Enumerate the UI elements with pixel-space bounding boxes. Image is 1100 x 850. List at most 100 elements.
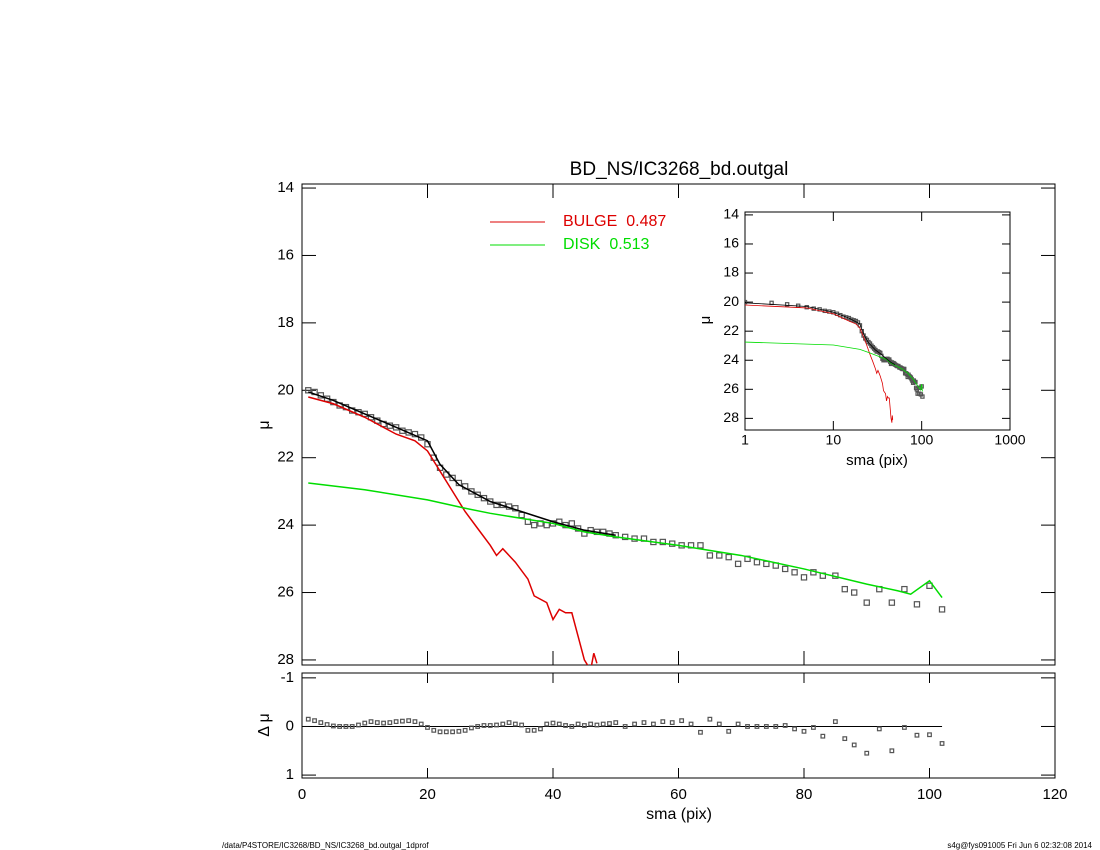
x-tick-label: 40	[545, 786, 562, 803]
inset-y-tick-label: 22	[723, 322, 739, 338]
series-line	[745, 341, 923, 392]
data-point	[763, 560, 770, 568]
residual-point	[556, 721, 562, 727]
x-axis-label: sma (pix)	[646, 806, 712, 823]
residual-point	[312, 718, 317, 724]
data-point	[734, 560, 742, 568]
x-tick-label: 80	[796, 786, 813, 803]
residual-point	[538, 726, 543, 732]
residual-point	[782, 723, 788, 728]
residual-point	[431, 727, 437, 733]
inset-y-tick-label: 20	[723, 293, 739, 309]
inset-y-tick-label: 26	[723, 380, 739, 396]
residual-point	[889, 748, 895, 754]
residual-point	[745, 724, 750, 729]
series-line	[308, 482, 943, 599]
inset-y-tick-label: 28	[723, 409, 739, 425]
residual-point	[393, 719, 399, 725]
data-point	[926, 582, 933, 589]
inset-frame	[744, 211, 1011, 431]
legend-fraction: 0.513	[609, 236, 649, 253]
main-frame	[301, 183, 1056, 666]
residual-point	[368, 719, 374, 725]
residual-point	[418, 721, 424, 727]
residual-point	[337, 724, 343, 729]
data-point	[800, 574, 808, 581]
residual-point	[512, 721, 518, 727]
residual-point	[716, 721, 722, 727]
residual-point	[650, 721, 656, 727]
residual-point	[773, 724, 779, 729]
residual-point	[641, 720, 647, 725]
inset-x-tick-label: 100	[910, 432, 934, 448]
inset-plot	[745, 299, 925, 423]
inset-y-tick-label: 24	[723, 351, 739, 367]
data-point	[850, 589, 858, 596]
residual-point	[387, 720, 393, 725]
data-point	[305, 387, 312, 394]
y-tick-label: 18	[277, 314, 294, 331]
data-point	[913, 379, 918, 385]
residual-frame	[301, 672, 1056, 779]
data-point	[474, 491, 481, 498]
residual-point	[914, 732, 920, 738]
data-point	[784, 302, 790, 307]
residual-point	[550, 720, 556, 726]
data-point	[530, 521, 538, 529]
data-point	[849, 317, 854, 322]
y-tick-label: -1	[281, 669, 294, 686]
data-point	[480, 494, 488, 502]
data-point	[449, 474, 456, 482]
residual-point	[362, 720, 368, 726]
data-point	[913, 601, 921, 608]
legend-name: BULGE	[563, 213, 617, 230]
residual-point	[481, 723, 487, 728]
residual-point	[588, 721, 594, 727]
residual-point	[876, 726, 882, 732]
data-point	[901, 585, 908, 593]
y-tick-label: 20	[277, 381, 294, 398]
residual-point	[698, 729, 703, 735]
data-point	[487, 498, 494, 505]
residual-point	[563, 723, 568, 728]
series-line	[308, 391, 616, 536]
residual-point	[575, 721, 581, 727]
inset-y-tick-label: 14	[723, 206, 739, 222]
legend-name: DISK	[563, 236, 601, 253]
series-line	[745, 304, 894, 423]
x-tick-label: 20	[419, 786, 436, 803]
y-tick-label: 24	[277, 516, 294, 533]
data-point	[706, 552, 714, 559]
residual-point	[487, 723, 493, 728]
y-tick-label: 0	[286, 717, 294, 734]
data-point	[716, 552, 723, 559]
residual-point	[462, 727, 468, 733]
y-tick-label: 1	[286, 766, 294, 783]
data-point	[568, 520, 576, 527]
inset-y-tick-label: 16	[723, 235, 739, 251]
residual-point	[381, 720, 386, 726]
residual-point	[519, 722, 525, 728]
y-tick-label: 16	[277, 246, 294, 263]
residual-point	[475, 724, 481, 729]
x-tick-label: 60	[670, 786, 687, 803]
data-point	[581, 530, 588, 537]
residual-point	[864, 750, 870, 756]
residual-point	[305, 716, 311, 722]
inset-y-tick-label: 18	[723, 264, 739, 280]
data-point	[841, 585, 848, 593]
residual-point	[613, 720, 619, 725]
y-tick-label: 26	[277, 583, 294, 600]
residual-point	[525, 727, 531, 733]
residual-point	[569, 724, 575, 729]
residual-point	[324, 722, 330, 727]
chart-title: BD_NS/IC3268_bd.outgal	[570, 159, 789, 180]
residual-point	[842, 736, 848, 742]
inset-y-axis-label: μ	[697, 316, 714, 325]
inset-x-axis-label: sma (pix)	[846, 452, 908, 469]
data-point	[468, 488, 475, 495]
residual-point	[792, 726, 797, 732]
residual-point	[443, 729, 449, 735]
residual-point	[600, 721, 606, 727]
